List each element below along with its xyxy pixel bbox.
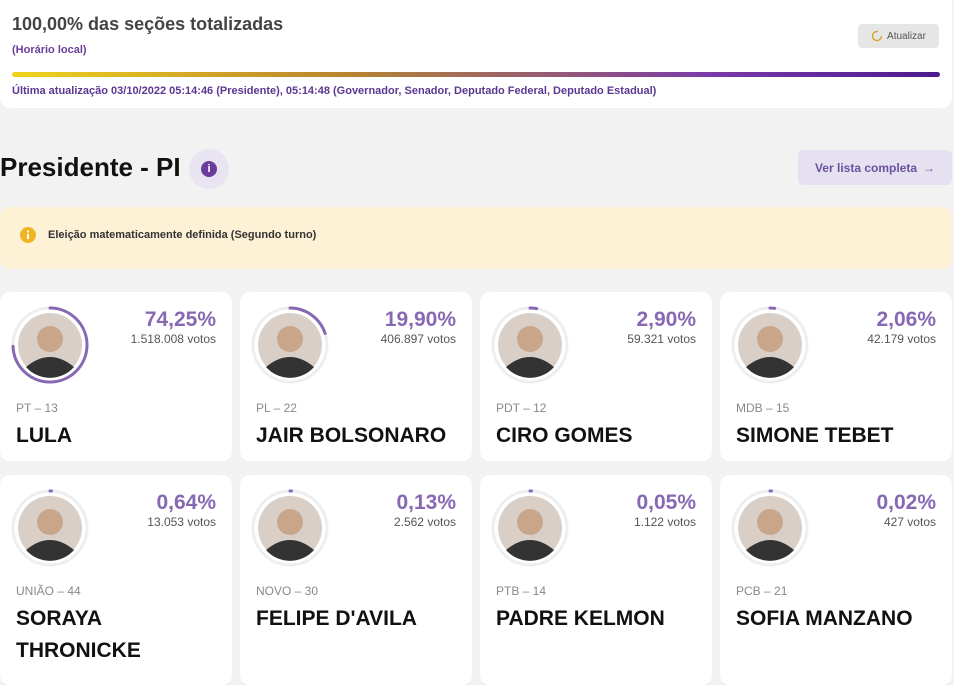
photo-head: [37, 509, 63, 535]
candidate-name: FELIPE D'AVILA: [256, 607, 417, 630]
party: PT – 13: [16, 401, 58, 415]
photo-body: [506, 540, 554, 561]
photo-body: [746, 540, 794, 561]
votes: 1.122 votos: [633, 515, 696, 529]
status-title: 100,00% das seções totalizadas: [12, 14, 284, 34]
timezone-note: (Horário local): [12, 44, 87, 56]
votes: 427 votos: [883, 515, 936, 529]
candidate-card: 2,90% 59.321 votos PDT – 12 CIRO GOMES: [480, 292, 712, 461]
ring-arc: [731, 306, 809, 384]
photo-head: [757, 509, 783, 535]
candidate-name: SOFIA MANZANO: [736, 607, 913, 630]
candidate-name: JAIR BOLSONARO: [256, 424, 447, 447]
candidate-card: 2,06% 42.179 votos MDB – 15 SIMONE TEBET: [720, 292, 952, 461]
party: PCB – 21: [736, 584, 788, 598]
candidate-name: LULA: [16, 424, 72, 447]
percent: 0,64%: [156, 491, 216, 514]
photo-ring: [11, 306, 89, 384]
candidate-name: SORAYA THRONICKE: [16, 607, 141, 662]
photo-head: [277, 326, 303, 352]
party: NOVO – 30: [256, 584, 319, 598]
photo-head: [517, 326, 543, 352]
candidate-card: 74,25% 1.518.008 votos PT – 13 LULA: [0, 292, 232, 461]
notice-icon: [20, 227, 36, 243]
ring-arc: [731, 489, 809, 567]
percent: 0,05%: [636, 491, 696, 514]
votes: 2.562 votos: [393, 515, 456, 529]
refresh-icon: [871, 30, 883, 42]
photo-ring: [11, 489, 89, 567]
percent: 74,25%: [144, 308, 216, 331]
candidate-name: CIRO GOMES: [496, 424, 633, 447]
photo-ring: [251, 306, 329, 384]
photo-body: [746, 357, 794, 378]
percent: 2,90%: [636, 308, 696, 331]
last-update: Última atualização 03/10/2022 05:14:46 (…: [12, 85, 657, 97]
status-card: 100,00% das seções totalizadas (Horário …: [0, 0, 952, 108]
photo-body: [266, 357, 314, 378]
photo-ring: [491, 489, 569, 567]
photo-head: [517, 509, 543, 535]
party: UNIÃO – 44: [16, 584, 81, 598]
candidate-card: 19,90% 406.897 votos PL – 22 JAIR BOLSONARO: [240, 292, 472, 461]
party: PTB – 14: [496, 584, 547, 598]
party: MDB – 15: [736, 401, 790, 415]
votes: 13.053 votos: [147, 515, 216, 529]
photo-head: [757, 326, 783, 352]
ring-arc: [251, 306, 329, 384]
votes: 42.179 votos: [867, 332, 936, 346]
notice: [0, 207, 952, 269]
arrow: →: [923, 160, 936, 175]
section-title: Presidente - PI: [0, 152, 181, 182]
refresh-label: Atualizar: [887, 30, 926, 42]
percent: 19,90%: [384, 308, 456, 331]
photo-body: [26, 357, 74, 378]
ring-arc: [491, 489, 569, 567]
ring-arc: [491, 306, 569, 384]
photo-ring: [491, 306, 569, 384]
percent: 2,06%: [876, 308, 936, 331]
progress-bar: [12, 72, 940, 77]
candidate-card: 0,05% 1.122 votos PTB – 14 PADRE KELMON: [480, 475, 712, 685]
votes: 406.897 votos: [380, 332, 456, 346]
list-label: Ver lista completa: [814, 160, 918, 175]
photo-head: [277, 509, 303, 535]
photo-body: [26, 540, 74, 561]
info-button[interactable]: i: [189, 149, 229, 189]
ring-arc: [11, 306, 89, 384]
candidate-name: PADRE KELMON: [496, 607, 665, 630]
candidate-name: SIMONE TEBET: [736, 424, 894, 447]
votes: 59.321 votos: [627, 332, 696, 346]
photo-ring: [731, 306, 809, 384]
percent: 0,13%: [396, 491, 456, 514]
photo-ring: [731, 489, 809, 567]
party: PL – 22: [256, 401, 297, 415]
photo-body: [506, 357, 554, 378]
ring-arc: [11, 489, 89, 567]
photo-head: [37, 326, 63, 352]
party: PDT – 12: [496, 401, 547, 415]
ring-arc: [251, 489, 329, 567]
photo-ring: [251, 489, 329, 567]
candidate-card: 0,64% 13.053 votos UNIÃO – 44 SORAYA THRONI…: [0, 475, 232, 685]
list-button[interactable]: Ver lista completa →: [798, 150, 952, 185]
votes: 1.518.008 votos: [130, 332, 216, 346]
notice-text: Eleição matematicamente definida (Segund…: [48, 229, 317, 241]
percent: 0,02%: [876, 491, 936, 514]
candidate-card: 0,13% 2.562 votos NOVO – 30 FELIPE D'AVILA: [240, 475, 472, 685]
refresh-button[interactable]: Atualizar: [858, 24, 939, 48]
photo-body: [266, 540, 314, 561]
candidate-card: 0,02% 427 votos PCB – 21 SOFIA MANZANO: [720, 475, 952, 685]
